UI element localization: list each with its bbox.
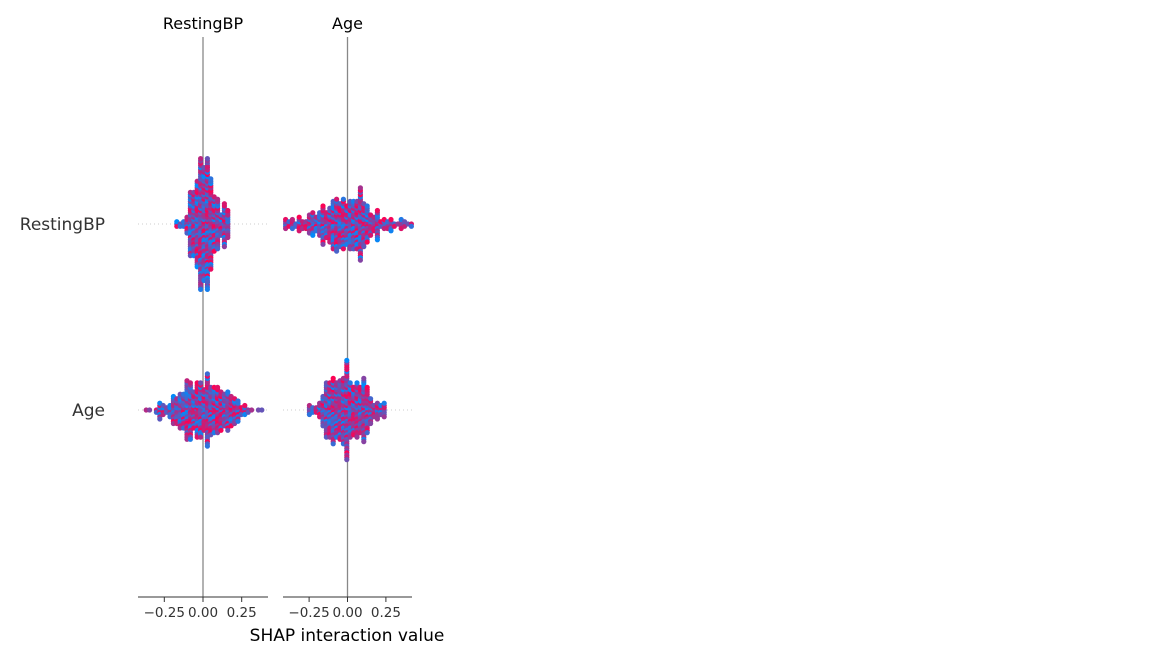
data-point bbox=[296, 214, 302, 220]
row-label: RestingBP bbox=[20, 215, 105, 235]
data-point bbox=[259, 407, 265, 413]
data-point bbox=[208, 266, 214, 272]
data-point bbox=[340, 246, 346, 252]
data-point bbox=[368, 420, 374, 427]
data-point bbox=[361, 439, 367, 445]
data-point bbox=[218, 427, 224, 433]
data-point bbox=[354, 380, 360, 386]
data-point bbox=[347, 380, 353, 386]
x-tick-label: −0.25 bbox=[144, 605, 185, 621]
data-point bbox=[361, 375, 367, 381]
data-point bbox=[204, 286, 210, 292]
data-point bbox=[208, 176, 214, 182]
data-point bbox=[381, 400, 387, 406]
data-point bbox=[374, 416, 380, 422]
data-point bbox=[198, 286, 204, 292]
data-point bbox=[187, 436, 193, 442]
data-point bbox=[204, 371, 210, 377]
data-point bbox=[225, 207, 231, 214]
data-point bbox=[204, 443, 210, 449]
data-point bbox=[310, 210, 316, 216]
data-point bbox=[157, 416, 163, 422]
data-point bbox=[368, 396, 374, 402]
data-point bbox=[344, 457, 350, 463]
column-title: Age bbox=[332, 14, 363, 33]
data-point bbox=[215, 246, 221, 252]
data-point bbox=[364, 203, 370, 209]
data-point bbox=[235, 418, 241, 424]
data-point bbox=[364, 430, 370, 436]
data-point bbox=[204, 164, 210, 170]
data-point bbox=[344, 357, 350, 363]
data-point bbox=[225, 389, 231, 395]
data-point bbox=[340, 196, 346, 202]
row-label: Age bbox=[72, 401, 105, 421]
data-point bbox=[225, 234, 231, 241]
data-point bbox=[334, 196, 340, 202]
data-point bbox=[374, 237, 380, 243]
data-point bbox=[147, 407, 153, 413]
data-point bbox=[320, 241, 326, 247]
data-point bbox=[198, 434, 204, 440]
axes bbox=[138, 37, 412, 602]
x-tick-label: 0.25 bbox=[371, 605, 401, 621]
data-point bbox=[357, 185, 363, 191]
column-title: RestingBP bbox=[163, 14, 244, 33]
x-tick-label: 0.25 bbox=[227, 605, 257, 621]
x-tick-label: 0.00 bbox=[332, 605, 362, 621]
data-point bbox=[204, 156, 210, 162]
data-point bbox=[204, 279, 210, 285]
data-point bbox=[320, 203, 326, 209]
data-point bbox=[368, 232, 374, 238]
data-point bbox=[357, 257, 363, 263]
row-gridlines bbox=[138, 223, 412, 411]
data-point bbox=[408, 223, 414, 229]
data-point bbox=[198, 156, 204, 162]
data-point bbox=[388, 216, 394, 223]
data-point bbox=[334, 248, 340, 254]
data-point bbox=[198, 380, 204, 386]
data-point bbox=[289, 216, 295, 223]
data-point bbox=[361, 244, 367, 250]
data-point bbox=[381, 414, 387, 420]
data-point bbox=[249, 407, 255, 413]
data-point bbox=[374, 207, 380, 214]
data-points bbox=[143, 156, 414, 463]
data-point bbox=[221, 244, 227, 250]
data-point bbox=[330, 441, 336, 447]
data-point bbox=[225, 427, 231, 433]
x-tick-label: 0.00 bbox=[188, 605, 218, 621]
data-point bbox=[215, 384, 221, 390]
data-point bbox=[364, 384, 370, 390]
data-point bbox=[330, 375, 336, 381]
data-point bbox=[215, 196, 221, 202]
data-point bbox=[354, 434, 360, 440]
data-point bbox=[221, 201, 227, 207]
data-point bbox=[364, 239, 370, 245]
data-point bbox=[235, 398, 241, 404]
x-axis-title: SHAP interaction value bbox=[250, 626, 445, 646]
data-point bbox=[388, 228, 394, 234]
data-point bbox=[310, 232, 316, 238]
data-point bbox=[242, 402, 248, 409]
data-point bbox=[187, 380, 193, 386]
x-tick-label: −0.25 bbox=[288, 605, 329, 621]
